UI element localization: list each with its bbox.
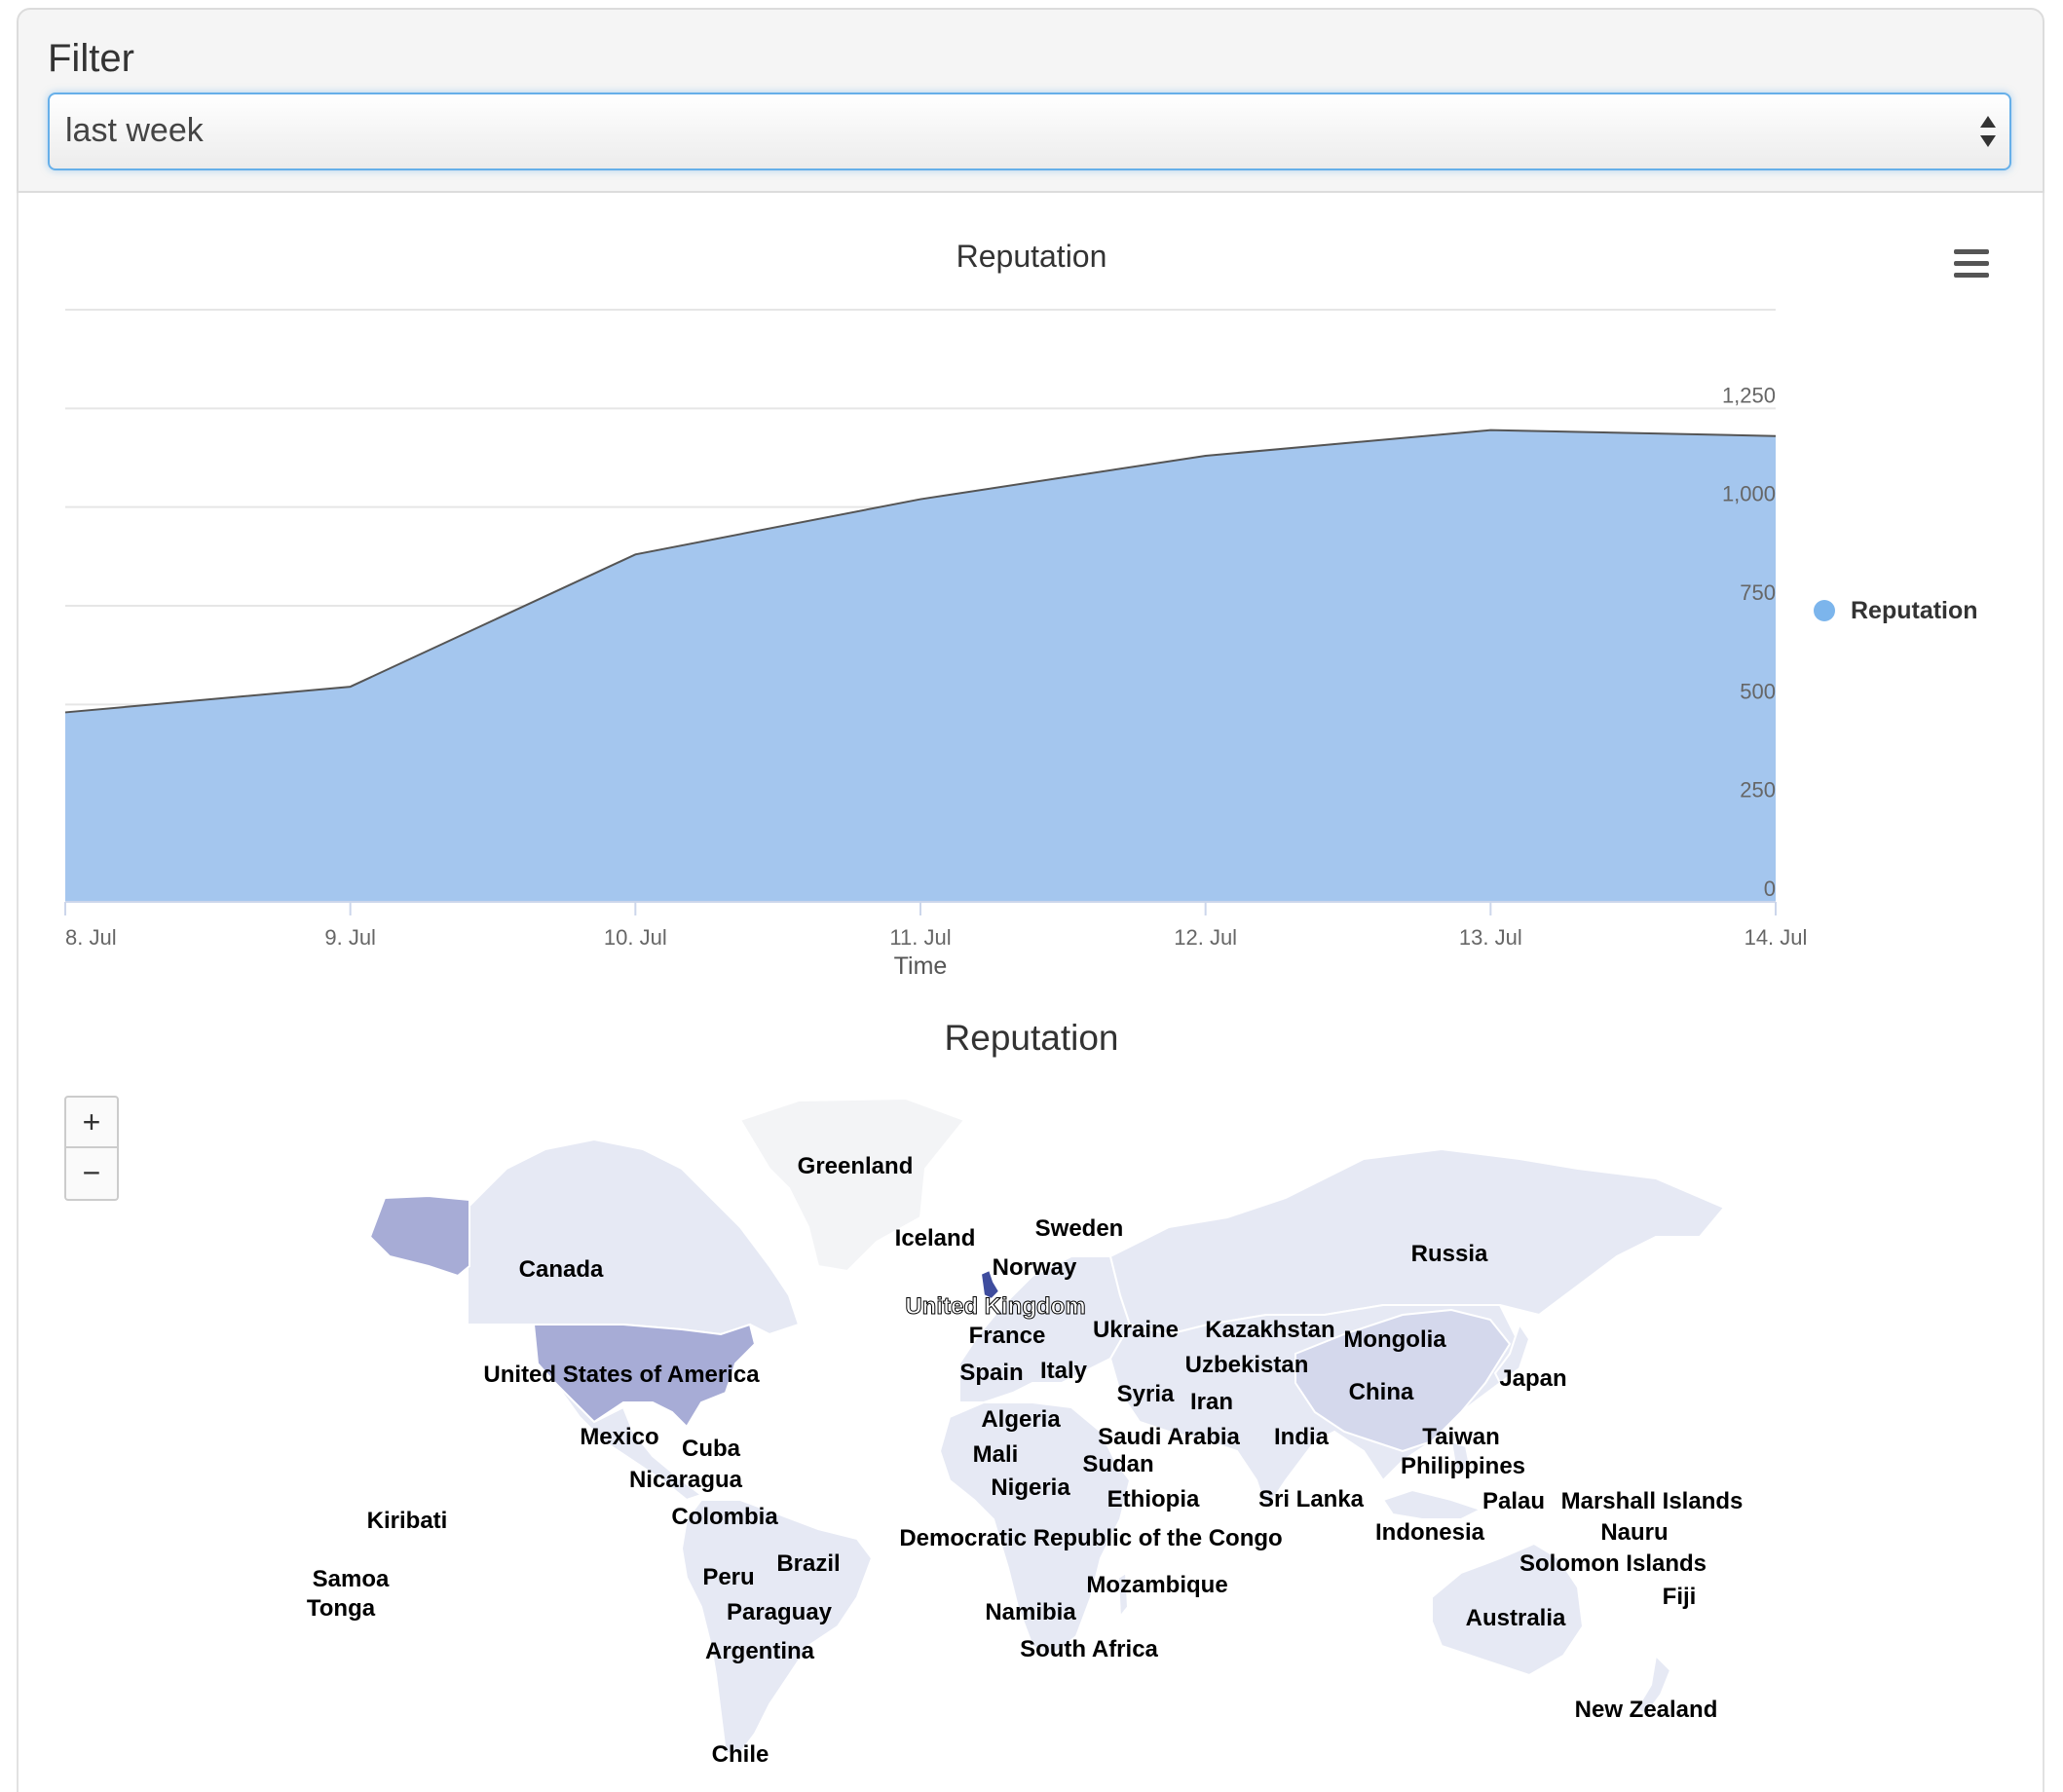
map-new-zealand — [1634, 1653, 1672, 1716]
country-label: Peru — [702, 1564, 755, 1590]
country-label: United States of America — [483, 1362, 760, 1388]
country-label: Iceland — [894, 1225, 976, 1251]
country-label: Syria — [1116, 1381, 1175, 1407]
legend-item-reputation[interactable]: Reputation — [1814, 596, 1978, 625]
country-label: France — [968, 1323, 1046, 1349]
map-australia — [1431, 1542, 1585, 1677]
map-indonesia — [1381, 1488, 1483, 1520]
map-united-kingdom — [979, 1268, 1001, 1301]
country-label: Cuba — [682, 1436, 740, 1462]
country-label: Palau — [1482, 1488, 1546, 1514]
country-label: Algeria — [981, 1406, 1061, 1433]
country-label: Greenland — [797, 1153, 914, 1179]
country-label: Nigeria — [991, 1475, 1070, 1501]
map-greenland — [738, 1097, 966, 1273]
country-label: Tonga — [306, 1595, 376, 1622]
country-label: Norway — [992, 1254, 1077, 1281]
country-label: Sweden — [1034, 1215, 1124, 1242]
country-label: Namibia — [985, 1599, 1076, 1625]
country-label: Uzbekistan — [1184, 1352, 1309, 1378]
country-label: Colombia — [671, 1504, 778, 1530]
filter-title: Filter — [48, 37, 134, 80]
country-label: Ethiopia — [1107, 1486, 1200, 1512]
country-label: Sri Lanka — [1257, 1486, 1365, 1512]
country-label: Mozambique — [1086, 1572, 1228, 1598]
country-label: Australia — [1465, 1605, 1566, 1631]
country-label: Mongolia — [1343, 1326, 1446, 1353]
country-label: India — [1273, 1424, 1330, 1450]
content-panel — [17, 193, 2044, 1792]
country-label: Italy — [1039, 1358, 1088, 1384]
country-label: Ukraine — [1092, 1317, 1180, 1343]
country-label: Brazil — [776, 1550, 841, 1577]
country-label: United Kingdom — [905, 1293, 1086, 1321]
map-title: Reputation — [944, 1018, 1119, 1058]
map-madagascar — [1116, 1571, 1130, 1620]
legend-label: Reputation — [1851, 596, 1978, 624]
area-chart-title: Reputation — [956, 239, 1107, 274]
country-label: Kiribati — [366, 1508, 448, 1534]
country-label: Samoa — [312, 1566, 390, 1592]
country-label: Kazakhstan — [1205, 1317, 1335, 1343]
country-label: China — [1348, 1379, 1414, 1405]
country-label: Canada — [518, 1256, 604, 1283]
zoom-out-button[interactable]: − — [64, 1148, 119, 1201]
country-label: Indonesia — [1374, 1519, 1485, 1546]
country-label: Solomon Islands — [1519, 1550, 1707, 1577]
country-label: Nicaragua — [628, 1467, 743, 1493]
select-arrows-icon — [1980, 116, 1996, 147]
country-label: Saudi Arabia — [1098, 1424, 1240, 1450]
country-label: Chile — [711, 1741, 769, 1768]
country-label: Spain — [959, 1360, 1024, 1386]
country-label: Fiji — [1662, 1584, 1697, 1610]
map-africa — [938, 1401, 1132, 1658]
country-label: Philippines — [1400, 1453, 1526, 1479]
map-philippines — [1449, 1439, 1473, 1472]
country-label: Sudan — [1082, 1451, 1154, 1477]
country-label: Mexico — [580, 1424, 659, 1450]
map-alaska — [368, 1194, 470, 1278]
zoom-in-button[interactable]: + — [64, 1096, 119, 1148]
country-label: Paraguay — [726, 1599, 833, 1625]
country-label: South Africa — [1020, 1636, 1158, 1662]
filter-panel: Filter last week — [17, 8, 2044, 193]
country-label: New Zealand — [1574, 1697, 1718, 1723]
map-china — [1294, 1308, 1512, 1453]
legend-marker — [1814, 600, 1835, 621]
country-label: Mali — [972, 1441, 1019, 1468]
filter-select[interactable]: last week — [48, 93, 2011, 170]
map-south-america — [680, 1499, 874, 1754]
country-label: Iran — [1189, 1389, 1234, 1415]
hamburger-menu-icon[interactable] — [1954, 249, 1989, 280]
map-mexico — [554, 1382, 704, 1502]
country-label: Japan — [1499, 1365, 1567, 1392]
filter-select-value: last week — [65, 112, 204, 149]
map-canada — [467, 1138, 801, 1336]
country-label: Argentina — [704, 1638, 815, 1664]
country-label: Marshall Islands — [1560, 1488, 1744, 1514]
country-label: Democratic Republic of the Congo — [899, 1525, 1283, 1551]
map-japan — [1493, 1322, 1531, 1385]
country-label: Taiwan — [1422, 1424, 1500, 1450]
country-label: Russia — [1410, 1241, 1488, 1267]
country-label: Nauru — [1600, 1519, 1669, 1546]
